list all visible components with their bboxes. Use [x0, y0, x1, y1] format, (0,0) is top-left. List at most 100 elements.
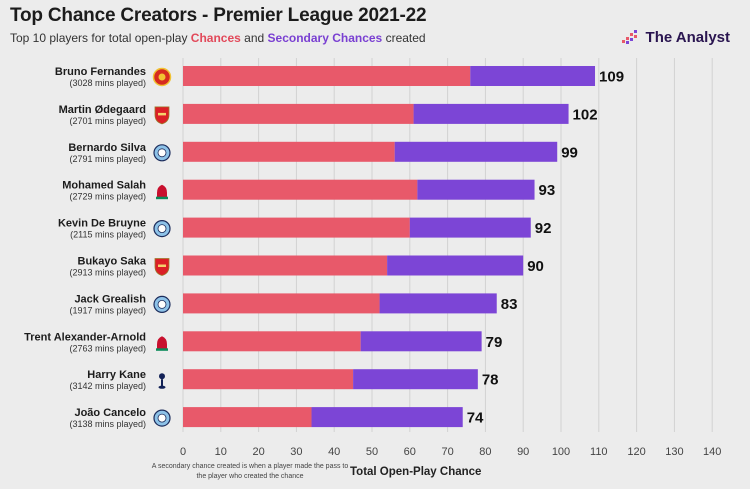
bar-mark-icon	[621, 30, 637, 44]
player-row: Bernardo Silva(2791 mins played) 99	[68, 141, 578, 164]
player-row: Kevin De Bruyne(2115 mins played) 92	[58, 217, 552, 240]
x-axis-label: Total Open-Play Chance	[350, 466, 482, 478]
club-badge-spurs-icon	[158, 373, 166, 389]
player-minutes: (2913 mins played)	[69, 268, 146, 278]
bar-chances	[183, 179, 418, 200]
bar-secondary-chances	[360, 331, 482, 352]
player-name: Bernardo Silva	[68, 142, 147, 154]
bar-total-label: 74	[467, 410, 484, 427]
club-badge-liverpool-icon	[156, 184, 168, 200]
player-minutes: (2701 mins played)	[69, 116, 146, 126]
subtitle-text-3: created	[382, 31, 426, 45]
bar-chances	[183, 255, 388, 276]
bar-total-label: 99	[561, 144, 578, 161]
subtitle-text-1: Top 10 players for total open-play	[10, 31, 191, 45]
bar-chances	[183, 141, 395, 162]
bar-secondary-chances	[379, 293, 497, 314]
bar-total-label: 93	[539, 182, 556, 199]
bar-total-label: 83	[501, 296, 518, 313]
bar-secondary-chances	[413, 103, 569, 124]
player-name: Bruno Fernandes	[55, 66, 146, 78]
player-name: Kevin De Bruyne	[58, 218, 146, 230]
x-tick-label: 140	[703, 446, 721, 458]
club-badge-united-icon	[152, 67, 172, 87]
bar-chances	[183, 331, 361, 352]
subtitle-text-2: and	[240, 31, 268, 45]
player-name: Jack Grealish	[74, 293, 146, 305]
bar-chances	[183, 103, 414, 124]
brand-name: The Analyst	[645, 28, 730, 46]
club-badge-arsenal-icon	[154, 258, 170, 276]
player-name: Bukayo Saka	[78, 256, 147, 268]
x-tick-label: 80	[479, 446, 491, 458]
player-row: Trent Alexander-Arnold(2763 mins played)…	[24, 331, 502, 353]
club-badge-city-icon	[153, 409, 171, 427]
bar-secondary-chances	[394, 141, 558, 162]
bar-chances	[183, 407, 312, 428]
player-row: Jack Grealish(1917 mins played) 83	[69, 293, 517, 315]
player-name: Harry Kane	[87, 369, 146, 381]
player-name: Mohamed Salah	[62, 180, 146, 192]
bar-secondary-chances	[417, 179, 535, 200]
chart-subtitle: Top 10 players for total open-play Chanc…	[10, 31, 426, 45]
player-name: Martin Ødegaard	[59, 104, 146, 116]
bar-total-label: 109	[599, 69, 624, 86]
subtitle-secondary-chances: Secondary Chances	[267, 31, 383, 45]
x-tick-label: 20	[252, 446, 264, 458]
x-tick-label: 10	[215, 446, 227, 458]
bar-total-label: 102	[573, 106, 598, 123]
bar-total-label: 79	[486, 334, 503, 351]
bar-secondary-chances	[409, 217, 531, 238]
subtitle-chances: Chances	[190, 31, 241, 45]
x-tick-label: 0	[180, 446, 186, 458]
bar-secondary-chances	[470, 66, 596, 86]
chart-title: Top Chance Creators - Premier League 202…	[10, 5, 427, 26]
footnote: A secondary chance created is when a pla…	[151, 463, 349, 480]
bar-chances	[183, 293, 380, 314]
bar-chances	[183, 66, 471, 86]
player-rows: Bruno Fernandes(3028 mins played) 109Mart…	[24, 66, 624, 429]
x-tick-label: 30	[290, 446, 302, 458]
player-minutes: (2729 mins played)	[69, 192, 146, 202]
player-row: João Cancelo(3138 mins played) 74	[69, 407, 484, 429]
bar-secondary-chances	[353, 369, 478, 390]
player-minutes: (1917 mins played)	[69, 305, 146, 315]
player-name: Trent Alexander-Arnold	[24, 331, 146, 343]
x-tick-label: 70	[441, 446, 453, 458]
bar-total-label: 90	[527, 258, 544, 275]
x-tick-label: 130	[665, 446, 683, 458]
player-minutes: (3028 mins played)	[69, 78, 146, 88]
player-minutes: (2763 mins played)	[69, 343, 146, 353]
player-row: Bruno Fernandes(3028 mins played) 109	[55, 66, 624, 88]
club-badge-arsenal-icon	[154, 106, 170, 125]
player-row: Bukayo Saka(2913 mins played) 90	[69, 255, 544, 278]
player-minutes: (3142 mins played)	[69, 381, 146, 391]
bar-total-label: 92	[535, 220, 552, 237]
player-minutes: (3138 mins played)	[69, 419, 146, 429]
x-tick-label: 60	[404, 446, 416, 458]
x-tick-label: 100	[552, 446, 570, 458]
x-tick-label: 40	[328, 446, 340, 458]
club-badge-city-icon	[153, 220, 171, 238]
club-badge-city-icon	[153, 295, 171, 313]
player-row: Martin Ødegaard(2701 mins played) 102	[59, 103, 598, 126]
x-tick-label: 50	[366, 446, 378, 458]
bar-secondary-chances	[311, 407, 463, 428]
player-minutes: (2115 mins played)	[70, 230, 146, 240]
player-minutes: (2791 mins played)	[69, 154, 146, 164]
x-axis-ticks: 0 10 20 30 40 50 60 70 80 90 100 110 120 130 140	[180, 446, 721, 458]
bar-chances	[183, 369, 354, 390]
x-tick-label: 110	[590, 446, 608, 458]
player-row: Mohamed Salah(2729 mins played) 93	[62, 179, 556, 202]
club-badge-liverpool-icon	[156, 336, 168, 351]
player-name: João Cancelo	[74, 407, 146, 419]
bar-secondary-chances	[387, 255, 524, 276]
the-analyst-logo: The Analyst	[620, 28, 730, 46]
x-tick-label: 120	[627, 446, 645, 458]
club-badge-city-icon	[153, 144, 171, 162]
bar-total-label: 78	[482, 372, 499, 389]
x-tick-label: 90	[517, 446, 529, 458]
bar-chances	[183, 217, 410, 238]
player-row: Harry Kane(3142 mins played) 78	[69, 369, 499, 391]
